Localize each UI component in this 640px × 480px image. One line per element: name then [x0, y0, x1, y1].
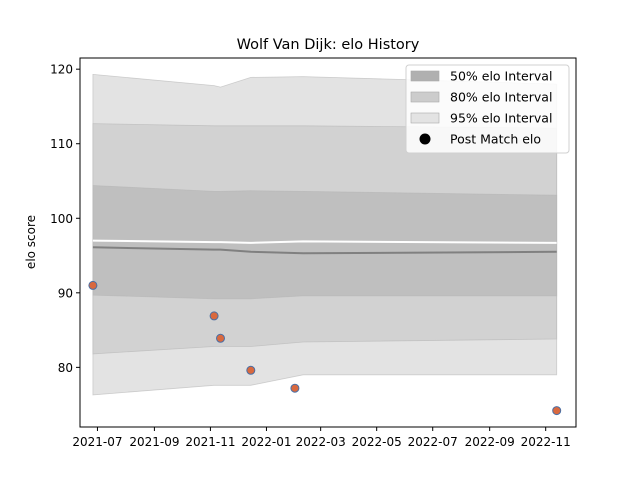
x-tick-label: 2022-03	[296, 435, 346, 449]
x-axis: 2021-07 2021-09 2021-11 2022-01 2022-03 2022-…	[72, 427, 571, 449]
x-tick-label: 2022-01	[241, 435, 291, 449]
plot-frame	[79, 57, 577, 428]
legend-box	[405, 64, 570, 154]
legend: 50% elo Interval 80% elo Interval 95% elo …	[405, 64, 570, 154]
series-lines	[92, 239, 557, 255]
x-tick-label: 2022-11	[521, 435, 571, 449]
legend-swatch	[410, 112, 440, 124]
legend-swatch	[410, 70, 440, 82]
legend-label: 50% elo Interval	[450, 69, 552, 84]
post-match-point	[246, 365, 256, 375]
y-tick-label: 80	[58, 361, 73, 375]
y-tick-label: 100	[50, 212, 73, 226]
y-axis: 80 90 100 110 120	[50, 63, 80, 375]
y-tick-label: 110	[50, 137, 73, 151]
post-match-points	[88, 280, 562, 416]
post-match-point	[552, 406, 562, 416]
legend-marker	[419, 133, 431, 145]
x-tick-label: 2022-09	[465, 435, 515, 449]
legend-label: 95% elo Interval	[450, 111, 552, 126]
legend-label: Post Match elo	[450, 132, 541, 147]
legend-swatch	[410, 91, 440, 103]
white-reference-line	[92, 239, 557, 244]
post-match-point	[209, 311, 219, 321]
x-tick-label: 2021-07	[72, 435, 122, 449]
mean-elo-line	[92, 246, 557, 255]
legend-label: 80% elo Interval	[450, 90, 552, 105]
chart-title: Wolf Van Dijk: elo History	[237, 37, 420, 53]
x-tick-label: 2022-05	[352, 435, 402, 449]
x-tick-label: 2022-07	[408, 435, 458, 449]
post-match-point	[216, 333, 225, 343]
post-match-point	[88, 280, 98, 290]
y-tick-label: 120	[50, 63, 73, 77]
x-tick-label: 2021-11	[185, 435, 235, 449]
y-axis-label: elo score	[24, 215, 38, 269]
post-match-point	[290, 383, 300, 393]
y-tick-label: 90	[58, 286, 73, 300]
x-tick-label: 2021-09	[129, 435, 179, 449]
